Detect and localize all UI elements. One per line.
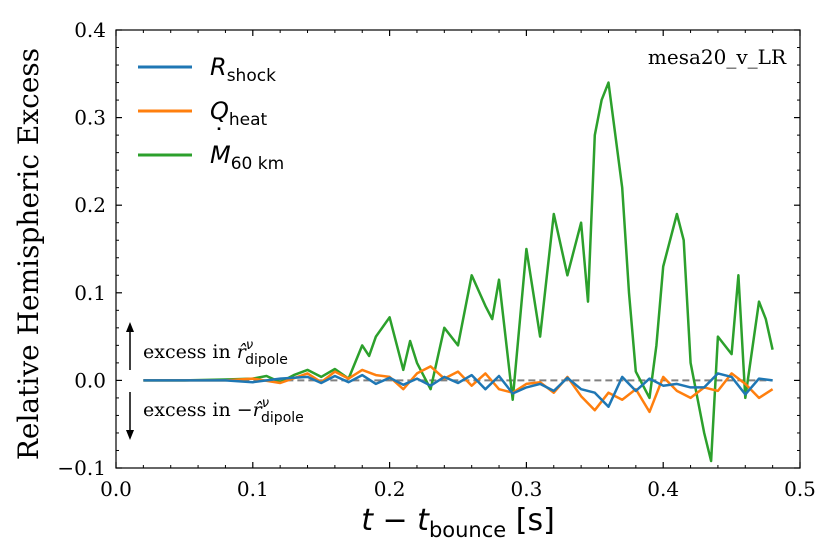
x-axis-label-unit: [s] <box>506 503 555 538</box>
x-tick-label: 0.4 <box>647 477 679 501</box>
series-line-R_shock <box>143 372 773 408</box>
series-group <box>143 81 774 463</box>
x-tick-label: 0.5 <box>784 477 816 501</box>
annotation-up-prefix: excess in <box>143 341 237 363</box>
run-label: mesa20_v_LR <box>648 45 787 69</box>
annotation-down-symbol: r̂ <box>253 399 264 421</box>
annotation-down-prefix: excess in − <box>143 399 253 421</box>
annotation-up-sup: ν <box>246 338 253 353</box>
legend-label-main: R <box>210 53 227 81</box>
legend-label-Q_heat: Qheat <box>210 97 268 130</box>
x-axis-label-sub: bounce <box>429 518 506 542</box>
y-tick-label: 0.1 <box>74 281 106 305</box>
y-tick-label: 0.4 <box>74 18 106 42</box>
x-axis-label: t − tbounce [s] <box>361 503 555 542</box>
y-tick-label: 0.0 <box>74 368 106 392</box>
plot-frame <box>115 29 801 469</box>
x-axis-label-main: t − t <box>361 503 430 538</box>
annotation-up: excess in r̂ν dipole <box>126 322 288 370</box>
legend-label-main: Q <box>210 97 229 125</box>
annotation-down-sub: dipole <box>261 410 304 426</box>
legend-label-sub: heat <box>229 110 268 130</box>
legend: Rshock Qheat M60 km˙ <box>138 53 284 174</box>
legend-label-R_shock: Rshock <box>210 53 276 86</box>
annotation-down-text: excess in −r̂ν dipole <box>143 396 304 426</box>
plot-area <box>143 81 774 463</box>
y-tick-label: 0.3 <box>74 106 106 130</box>
annotation-up-sub: dipole <box>245 352 288 368</box>
legend-label-dot: ˙ <box>213 124 226 154</box>
x-tick-label: 0.2 <box>374 477 406 501</box>
series-line-Q_heat <box>143 365 774 414</box>
down-arrow-icon <box>126 430 134 440</box>
annotation-up-text: excess in r̂ν dipole <box>143 338 288 368</box>
x-tick-label: 0.3 <box>510 477 542 501</box>
series-line-Mdot_60km <box>143 81 774 463</box>
annotation-down-sup: ν <box>262 396 269 411</box>
annotation-down: excess in −r̂ν dipole <box>126 392 304 440</box>
x-tick-label: 0.0 <box>100 477 132 501</box>
legend-label-main: M <box>210 141 231 169</box>
y-tick-label: −0.1 <box>57 456 106 480</box>
y-tick-label: 0.2 <box>74 193 106 217</box>
y-axis-label: Relative Hemispheric Excess <box>12 48 45 460</box>
up-arrow-icon <box>126 322 134 332</box>
legend-label-Mdot_60km: M60 km <box>210 141 284 174</box>
annotation-up-symbol: r̂ <box>237 341 248 363</box>
legend-label-sub: 60 km <box>231 154 284 174</box>
legend-label-sub: shock <box>227 66 276 86</box>
x-tick-label: 0.1 <box>237 477 269 501</box>
